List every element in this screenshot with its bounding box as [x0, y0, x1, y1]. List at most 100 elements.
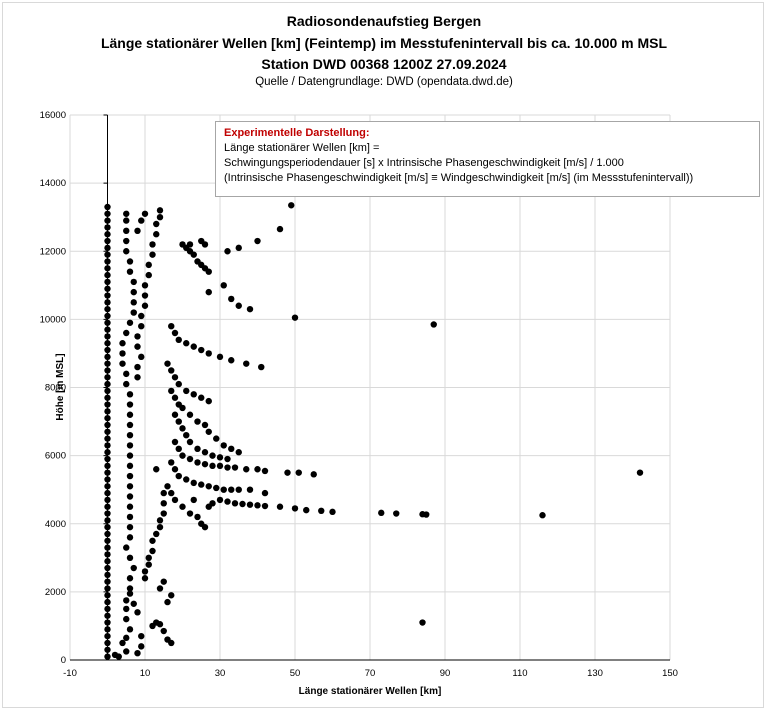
data-point: [126, 421, 134, 429]
data-point: [134, 363, 141, 371]
data-point: [126, 590, 134, 597]
data-point: [104, 346, 111, 354]
data-point: [130, 299, 137, 306]
data-point: [228, 357, 235, 364]
data-point: [183, 431, 190, 439]
data-point: [123, 380, 130, 388]
data-point: [153, 466, 160, 473]
data-point: [164, 360, 171, 367]
data-point: [104, 571, 111, 579]
data-point: [104, 340, 111, 347]
data-point: [104, 612, 111, 619]
data-point: [126, 258, 134, 265]
data-point: [126, 391, 134, 398]
data-point: [164, 598, 171, 606]
data-point: [205, 268, 212, 275]
data-point: [126, 319, 134, 326]
data-point: [190, 479, 197, 487]
data-point: [205, 288, 212, 296]
data-point: [104, 380, 111, 388]
data-point: [134, 227, 141, 235]
data-point: [261, 502, 269, 510]
data-point: [160, 627, 167, 635]
data-point: [168, 489, 175, 497]
data-point: [104, 598, 111, 606]
data-point: [104, 210, 111, 217]
data-point: [134, 343, 141, 350]
data-point: [419, 619, 426, 626]
data-point: [228, 295, 235, 303]
data-point: [104, 333, 111, 340]
data-point: [104, 626, 111, 633]
data-point: [194, 418, 201, 425]
data-point: [104, 374, 111, 381]
data-point: [183, 476, 190, 483]
data-point: [205, 350, 212, 357]
data-point: [168, 592, 175, 599]
data-point: [104, 435, 111, 442]
y-tick-label: 2000: [45, 587, 66, 598]
data-point: [126, 483, 134, 490]
data-point: [149, 547, 156, 555]
data-point: [104, 469, 111, 476]
data-point: [104, 462, 111, 470]
annotation-box: Experimentelle Darstellung: Länge statio…: [215, 121, 760, 197]
data-point: [115, 653, 122, 660]
data-point: [126, 493, 134, 500]
data-point: [168, 459, 175, 466]
data-point: [160, 510, 167, 517]
x-tick-label: 130: [587, 668, 603, 679]
data-point: [104, 442, 111, 449]
data-point: [126, 534, 134, 541]
data-point: [303, 506, 310, 514]
data-point: [119, 360, 126, 367]
data-point: [104, 299, 111, 306]
data-point: [126, 626, 134, 633]
data-point: [224, 464, 231, 471]
data-point: [183, 387, 190, 395]
data-point: [145, 261, 152, 269]
data-point: [198, 394, 205, 401]
data-point: [261, 467, 269, 475]
data-point: [213, 484, 220, 492]
data-point: [141, 302, 149, 309]
data-point: [126, 503, 134, 510]
data-point: [104, 523, 111, 531]
data-point: [130, 288, 137, 296]
data-point: [216, 454, 224, 461]
data-point: [145, 554, 152, 562]
data-point: [126, 411, 134, 418]
y-tick-label: 10000: [40, 314, 66, 325]
data-point: [119, 340, 126, 347]
data-point: [104, 605, 111, 613]
data-point: [149, 241, 156, 248]
tick-labels: -10 10 30 50 70 90 110 130 150 0 2000 4000 6000 8000 1…: [40, 110, 678, 679]
data-point: [149, 251, 156, 258]
data-point: [239, 500, 246, 508]
chart-subtitle: Länge stationärer Wellen [km] (Feintemp)…: [100, 35, 668, 51]
data-point: [126, 401, 134, 408]
x-tick-label: -10: [63, 668, 77, 679]
data-point: [126, 523, 134, 531]
data-point: [205, 483, 212, 490]
data-point: [168, 639, 175, 647]
data-point: [291, 314, 299, 321]
data-point: [254, 502, 261, 509]
data-point: [243, 360, 250, 367]
data-point: [130, 309, 137, 316]
station-line: Station DWD 00368 1200Z 27.09.2024: [261, 56, 507, 72]
data-point: [104, 394, 111, 401]
data-point: [258, 363, 265, 371]
data-point: [123, 210, 130, 217]
data-point: [183, 340, 190, 347]
data-point: [153, 231, 160, 238]
y-tick-label: 6000: [45, 451, 66, 462]
x-tick-label: 70: [365, 668, 376, 679]
data-point: [261, 489, 269, 497]
data-point: [228, 445, 235, 453]
data-point: [138, 643, 145, 650]
data-point: [224, 498, 231, 505]
data-point: [190, 391, 197, 398]
